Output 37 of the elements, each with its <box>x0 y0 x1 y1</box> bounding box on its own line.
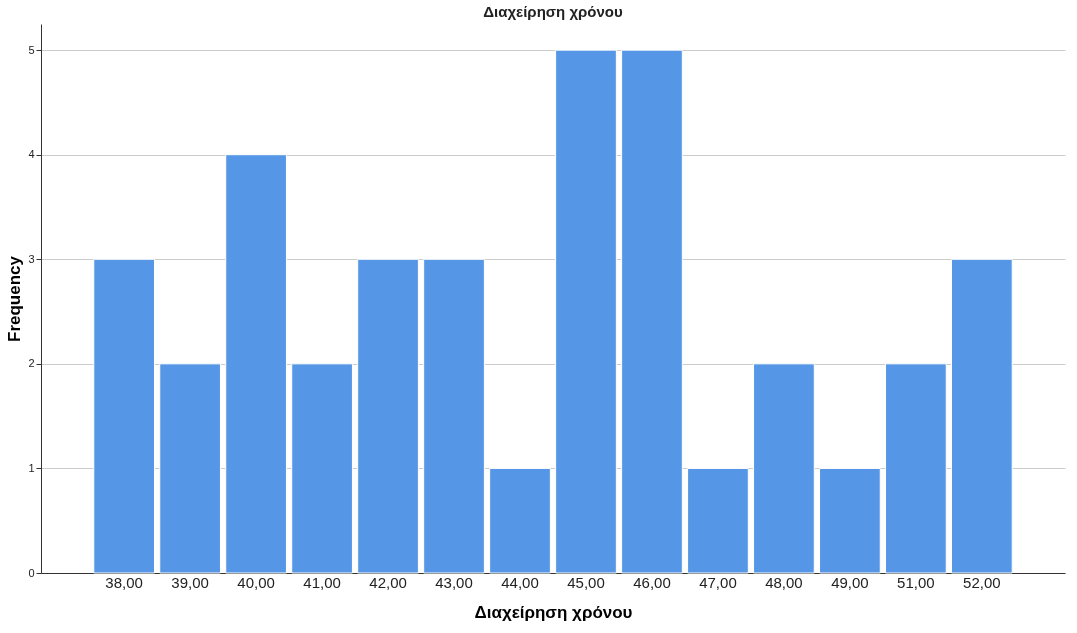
y-tick-label: 3 <box>28 252 35 265</box>
y-tick-label: 0 <box>28 566 35 579</box>
x-tick-label: 45,00 <box>567 573 605 591</box>
y-tick-label: 4 <box>28 148 35 161</box>
bar <box>621 49 683 574</box>
bar <box>819 467 881 574</box>
x-tick-label: 49,00 <box>831 573 869 591</box>
x-tick-label: 51,00 <box>897 573 935 591</box>
x-tick-label: 47,00 <box>699 573 737 591</box>
bar <box>489 467 551 574</box>
x-tick-label: 44,00 <box>501 573 539 591</box>
bar <box>225 154 287 574</box>
bar <box>555 49 617 574</box>
bar <box>423 258 485 574</box>
bar <box>753 363 815 574</box>
x-tick-label: 38,00 <box>105 573 143 591</box>
bar <box>357 258 419 574</box>
bar <box>885 363 947 574</box>
x-tick-label: 52,00 <box>963 573 1001 591</box>
y-axis-title: Frequency <box>5 255 25 342</box>
x-tick-label: 41,00 <box>303 573 341 591</box>
y-tick-label: 1 <box>28 461 35 474</box>
bar <box>93 258 155 574</box>
chart-title: Διαχείρηση χρόνου <box>483 3 623 20</box>
bar <box>159 363 221 574</box>
x-tick-label: 48,00 <box>765 573 803 591</box>
x-tick-label: 46,00 <box>633 573 671 591</box>
x-tick-label: 42,00 <box>369 573 407 591</box>
x-tick-label: 43,00 <box>435 573 473 591</box>
bar <box>687 467 749 574</box>
y-tick-label: 2 <box>28 357 35 370</box>
bar <box>951 258 1013 574</box>
x-tick-label: 40,00 <box>237 573 275 591</box>
x-axis-title: Διαχείρηση χρόνου <box>474 602 633 622</box>
bar <box>291 363 353 574</box>
x-tick-label: 39,00 <box>171 573 209 591</box>
y-tick-label: 5 <box>28 43 35 56</box>
